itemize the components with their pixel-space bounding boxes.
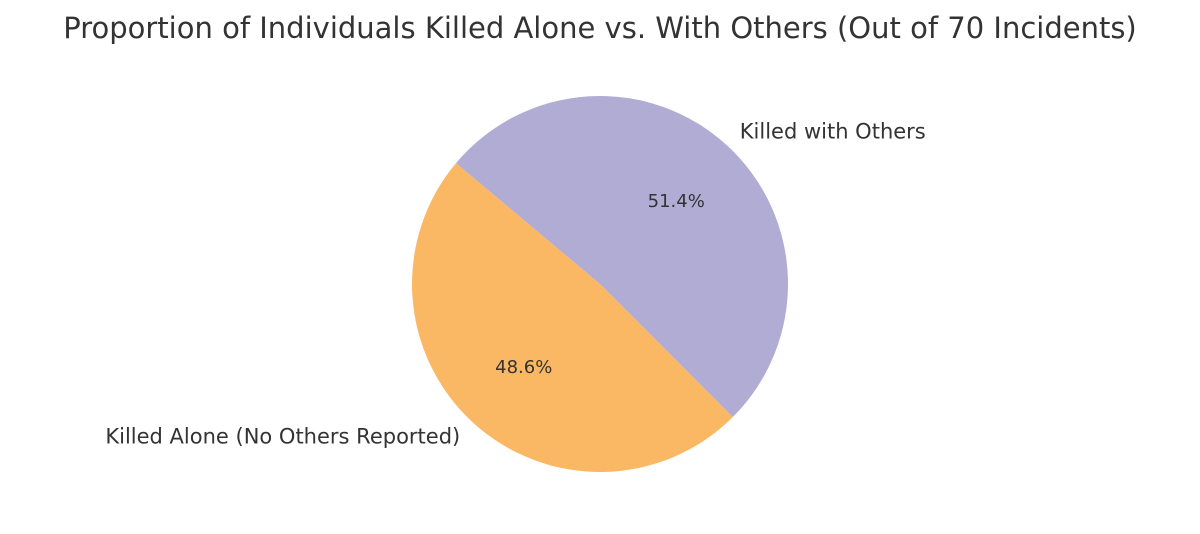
slice-label: Killed Alone (No Others Reported) — [105, 424, 460, 448]
slice-percent-label: 48.6% — [495, 357, 552, 378]
slice-percent-label: 51.4% — [648, 191, 705, 212]
pie-labels: Killed Alone (No Others Reported) 48.6% Ki… — [105, 120, 925, 449]
chart-title: Proportion of Individuals Killed Alone v… — [63, 11, 1137, 45]
pie-slice — [412, 163, 733, 472]
slice-label: Killed with Others — [740, 120, 926, 144]
pie-slice — [455, 95, 789, 418]
pie-slices — [412, 95, 789, 472]
